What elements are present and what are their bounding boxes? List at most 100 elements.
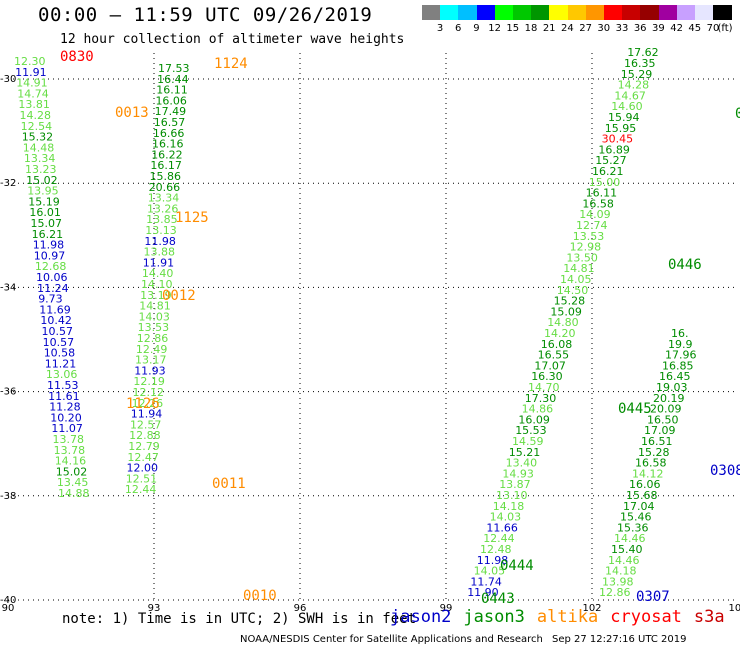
wave-height-value: 14.03	[138, 310, 170, 323]
wave-height-value: 13.17	[135, 354, 167, 367]
wave-height-value: 12.68	[35, 260, 67, 273]
longitude-tick-label: 105	[728, 603, 740, 614]
color-swatch	[676, 5, 696, 20]
wave-height-value: 16.21	[592, 165, 624, 178]
wave-height-value: 13.85	[146, 213, 178, 226]
longitude-tick-label: 99	[440, 603, 453, 614]
wave-height-value: 12.00	[127, 462, 159, 475]
wave-height-value: 16.22	[151, 148, 183, 161]
wave-height-value: 14.91	[16, 77, 48, 90]
wave-height-value: 12.48	[480, 543, 512, 556]
longitude-tick-label: 96	[294, 603, 307, 614]
wave-height-value: 11.21	[45, 357, 77, 370]
wave-height-value: 15.36	[617, 521, 649, 534]
wave-height-value: 16.21	[32, 228, 63, 241]
wave-height-value: 16.58	[635, 457, 667, 470]
color-swatch	[658, 5, 678, 20]
wave-height-value: 13.10	[496, 489, 528, 502]
pass-time-label: 0010	[243, 588, 277, 604]
wave-height-value: 15.46	[620, 511, 652, 524]
wave-height-value: 11.93	[134, 364, 166, 377]
wave-height-value: 14.18	[493, 500, 525, 513]
wave-height-value: 14.80	[547, 316, 579, 329]
page-title: 00:00 – 11:59 UTC 09/26/2019	[38, 4, 373, 26]
wave-height-value: 16.89	[598, 143, 630, 156]
wave-height-value: 14.05	[560, 273, 592, 286]
wave-height-value: 16.57	[154, 116, 186, 129]
color-tick-label: 36	[633, 23, 647, 34]
wave-height-value: 13.26	[147, 202, 179, 215]
wave-height-value: 14.86	[522, 403, 554, 416]
color-tick-label: 6	[455, 23, 462, 34]
wave-height-value: 12.98	[570, 241, 602, 254]
wave-height-value: 12.54	[21, 120, 52, 133]
wave-height-value: 11.24	[37, 282, 69, 295]
wave-height-value: 15.28	[638, 446, 670, 459]
wave-height-value: 17.62	[627, 46, 659, 59]
wave-height-value: 13.40	[506, 457, 537, 470]
latitude-tick-label: -36	[0, 387, 16, 398]
color-swatch	[567, 5, 587, 20]
wave-height-value: 16.51	[641, 435, 673, 448]
pass-time-label: 0011	[212, 476, 246, 492]
color-swatch	[458, 5, 478, 20]
color-tick-label: 3	[436, 23, 444, 34]
wave-height-value: 16.55	[538, 349, 570, 362]
wave-height-value: 19.03	[656, 381, 688, 394]
color-swatch	[476, 5, 496, 20]
wave-height-value: 12.86	[599, 586, 631, 599]
wave-height-value: 15.09	[550, 305, 582, 318]
wave-height-value: 9.73	[38, 293, 63, 306]
wave-height-value: 15.29	[621, 68, 653, 81]
wave-height-value: 10.97	[34, 249, 66, 262]
wave-height-value: 14.93	[502, 467, 534, 480]
wave-height-value: 10.57	[43, 336, 75, 349]
wave-height-value: 12.26	[132, 397, 164, 410]
wave-height-value: 13.19	[140, 289, 172, 302]
wave-height-value: 11.90	[467, 586, 499, 599]
wave-height-value: 12.49	[136, 343, 168, 356]
wave-height-value: 12.12	[133, 386, 165, 399]
generated-timestamp: Sep 27 12:27:16 UTC 2019	[552, 634, 687, 645]
wave-height-value: 14.40	[142, 267, 174, 280]
color-tick-label: 45	[688, 23, 702, 34]
color-tick-label: 9	[473, 23, 480, 34]
wave-height-value: 14.50	[557, 284, 589, 297]
legend-item-cryosat: cryosat	[610, 607, 682, 627]
color-swatch	[549, 5, 569, 20]
pass-time-label: 0446	[668, 257, 702, 273]
wave-height-value: 14.28	[618, 79, 650, 92]
wave-height-value: 16.16	[152, 138, 184, 151]
wave-height-value: 13.34	[24, 152, 56, 165]
wave-height-value: 16.06	[155, 94, 187, 107]
longitude-tick-label: 90	[2, 603, 15, 614]
wave-height-value: 16.35	[624, 57, 656, 70]
color-swatch	[440, 5, 460, 20]
wave-height-value: 14.70	[528, 381, 560, 394]
wave-height-value: 14.74	[17, 87, 49, 100]
wave-height-value: 20.19	[653, 392, 685, 405]
wave-height-value: 11.98	[33, 239, 64, 252]
axis-labels: 90 93 96 99 102 105 -30 -32 -34 -36 -38 -40	[0, 74, 740, 614]
wave-height-value: 13.45	[57, 476, 89, 489]
wave-height-value: 16.44	[157, 73, 189, 86]
wave-height-value: 15.28	[554, 295, 586, 308]
wave-height-value: 15.19	[28, 195, 60, 208]
wave-height-value: 15.95	[605, 122, 637, 135]
color-swatch	[513, 5, 532, 20]
wave-height-value: 14.88	[58, 487, 90, 500]
wave-height-value: 15.02	[26, 174, 57, 187]
wave-height-value: 11.66	[486, 521, 518, 534]
wave-height-value: 13.34	[148, 192, 180, 205]
footer-credit: NOAA/NESDIS Center for Satellite Applica…	[240, 634, 686, 645]
color-swatch	[713, 5, 733, 20]
wave-height-value: 16.08	[541, 338, 573, 351]
longitude-tick-label: 93	[148, 603, 161, 614]
wave-height-value: 16.	[671, 327, 689, 340]
pass-time-label: 0	[735, 106, 740, 122]
wave-height-value: 14.16	[55, 455, 86, 468]
wave-height-value: 11.98	[144, 235, 176, 248]
wave-height-value: 13.23	[25, 163, 57, 176]
wave-height-value: 14.48	[23, 141, 55, 154]
